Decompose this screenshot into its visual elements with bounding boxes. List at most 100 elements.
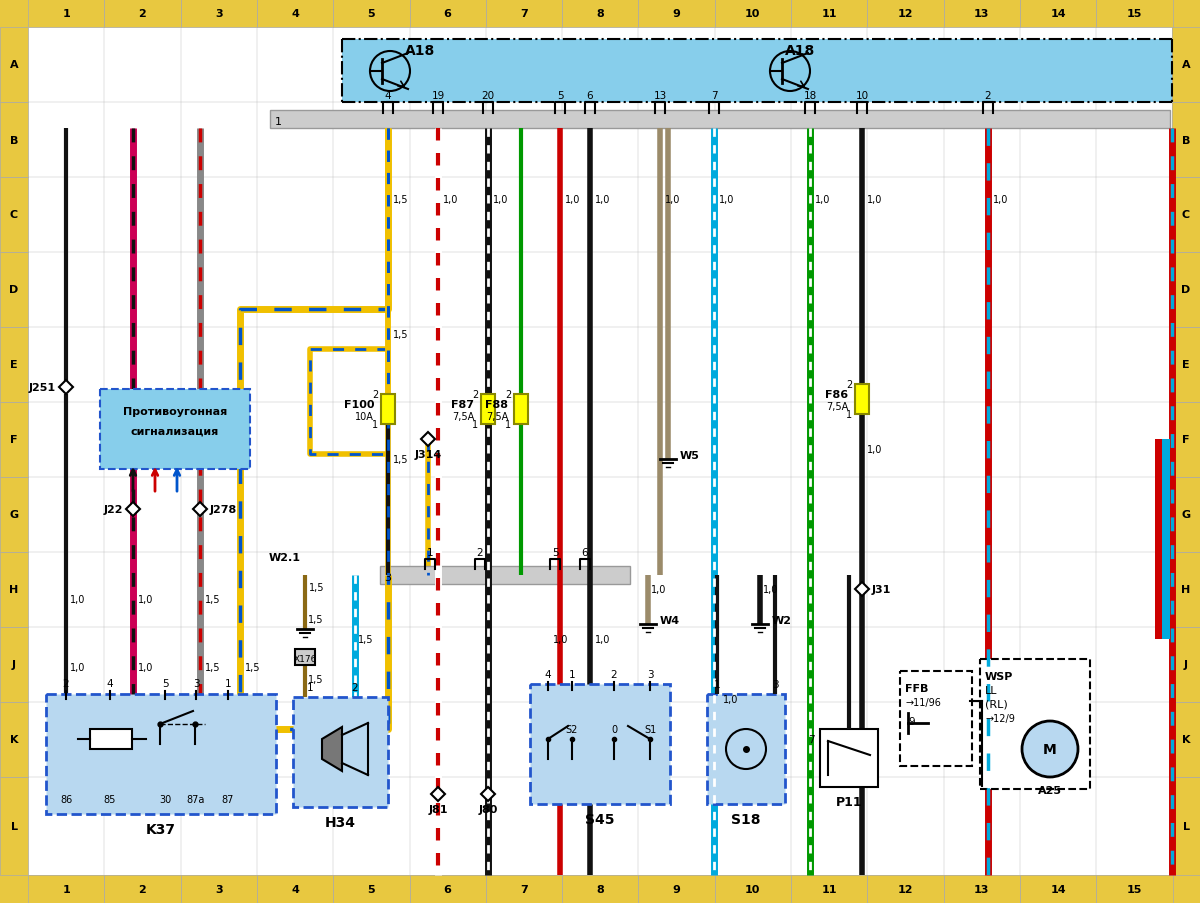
Bar [0, 178, 28, 253]
Text: 12: 12 [898, 9, 913, 19]
Bar [486, 875, 562, 903]
Text: 11: 11 [822, 884, 836, 894]
Text: L: L [11, 821, 18, 831]
Bar [181, 875, 257, 903]
Text: K37: K37 [146, 822, 176, 836]
Text: 2: 2 [138, 884, 146, 894]
Text: J: J [12, 660, 16, 670]
Text: 2: 2 [505, 389, 511, 399]
Text: 1,0: 1,0 [994, 195, 1008, 205]
Text: 1,0: 1,0 [719, 195, 734, 205]
Text: 1: 1 [307, 683, 313, 693]
Text: 1,5: 1,5 [205, 594, 221, 604]
Text: C: C [1182, 210, 1190, 220]
Text: 6: 6 [444, 9, 451, 19]
Text: 4: 4 [385, 91, 391, 101]
Text: 1: 1 [224, 678, 232, 688]
Polygon shape [59, 380, 73, 395]
Text: J251: J251 [29, 383, 56, 393]
Bar [1097, 0, 1172, 28]
Bar [104, 875, 181, 903]
Bar [0, 0, 28, 903]
Text: F87: F87 [451, 399, 474, 410]
Polygon shape [126, 502, 140, 517]
Text: L: L [1182, 821, 1189, 831]
Text: 7,5A: 7,5A [451, 412, 474, 422]
Text: W2: W2 [772, 615, 792, 625]
Text: 1: 1 [846, 410, 852, 420]
Text: F100: F100 [343, 399, 374, 410]
Text: Противоугонная: Противоугонная [122, 406, 227, 416]
Text: 1,0: 1,0 [138, 594, 154, 604]
Text: H: H [10, 585, 19, 595]
Text: S2: S2 [566, 724, 578, 734]
Bar [104, 0, 181, 28]
Bar [943, 0, 1020, 28]
Text: H34: H34 [325, 815, 356, 829]
Bar [1097, 875, 1172, 903]
FancyBboxPatch shape [100, 389, 250, 470]
Text: 1,5: 1,5 [394, 330, 408, 340]
Text: 87a: 87a [187, 794, 205, 804]
Text: 4: 4 [292, 884, 299, 894]
Bar [1172, 703, 1200, 777]
Text: B: B [10, 135, 18, 145]
Bar [486, 0, 562, 28]
Text: 7,5A: 7,5A [486, 412, 508, 422]
Bar [856, 385, 869, 414]
Text: D: D [1181, 285, 1190, 295]
Text: 1: 1 [62, 884, 70, 894]
Text: сигнализация: сигнализация [131, 426, 220, 436]
FancyBboxPatch shape [46, 694, 276, 815]
Text: 1: 1 [505, 420, 511, 430]
Text: 30: 30 [158, 794, 172, 804]
Text: C: C [10, 210, 18, 220]
Text: 10: 10 [745, 9, 761, 19]
Text: 2: 2 [846, 379, 852, 389]
Text: P11: P11 [835, 796, 863, 808]
Text: F88: F88 [485, 399, 508, 410]
Text: 7: 7 [520, 9, 528, 19]
Text: 6: 6 [582, 547, 588, 557]
Text: 10: 10 [856, 91, 869, 101]
Text: 4: 4 [107, 678, 113, 688]
Text: 10A: 10A [355, 412, 374, 422]
Text: X176: X176 [293, 655, 317, 664]
Polygon shape [193, 502, 208, 517]
Text: 1,0: 1,0 [565, 195, 581, 205]
Bar [409, 875, 486, 903]
Text: F86: F86 [824, 389, 848, 399]
Text: 5: 5 [367, 884, 376, 894]
Bar [257, 875, 334, 903]
FancyBboxPatch shape [293, 697, 388, 807]
Bar [0, 0, 1200, 28]
Text: W2.1: W2.1 [269, 553, 301, 563]
Text: 14: 14 [1050, 9, 1066, 19]
Text: 12: 12 [898, 884, 913, 894]
Text: LL: LL [985, 685, 997, 695]
Bar [0, 553, 28, 628]
Text: 5: 5 [557, 91, 563, 101]
Text: 2: 2 [62, 678, 70, 688]
Bar [1020, 875, 1097, 903]
Text: 3: 3 [647, 669, 653, 679]
FancyBboxPatch shape [530, 684, 670, 804]
Text: H: H [1181, 585, 1190, 595]
Text: 6: 6 [444, 884, 451, 894]
Text: W4: W4 [660, 615, 680, 625]
Text: 1: 1 [427, 547, 433, 557]
Text: 85: 85 [104, 794, 116, 804]
Text: 87: 87 [222, 794, 234, 804]
Text: 3: 3 [193, 678, 199, 688]
Text: 1,5: 1,5 [308, 614, 324, 624]
Text: 1: 1 [275, 116, 282, 126]
Bar [380, 566, 630, 584]
Bar [1172, 478, 1200, 553]
Bar [562, 0, 638, 28]
Text: 11: 11 [822, 9, 836, 19]
Bar [270, 111, 1170, 129]
Text: 3: 3 [384, 573, 391, 582]
Text: 4: 4 [292, 9, 299, 19]
Text: M: M [1043, 742, 1057, 756]
Bar [1172, 777, 1200, 875]
